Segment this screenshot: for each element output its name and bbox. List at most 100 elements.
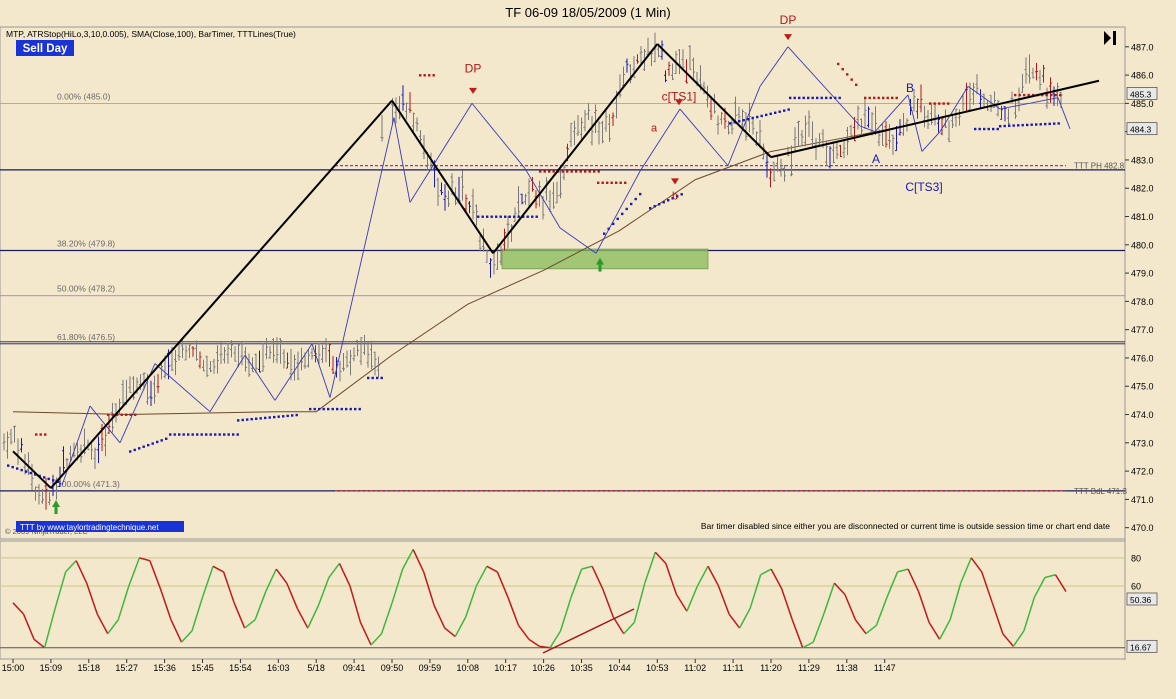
pattern-swing-line	[61, 405, 91, 486]
atr-stop-dot	[504, 215, 507, 218]
buy-arrow-icon	[52, 500, 60, 508]
pattern-swing-line	[595, 171, 641, 254]
atr-stop-dot	[182, 433, 185, 436]
oscillator-segment	[222, 571, 235, 604]
oscillator-segment	[233, 602, 246, 629]
zigzag-segment	[12, 450, 52, 489]
atr-stop-dot	[846, 73, 849, 76]
atr-stop-dot	[29, 471, 32, 475]
atr-stop-dot	[838, 96, 841, 100]
zigzag-segment	[770, 79, 1100, 159]
oscillator-segment	[380, 602, 393, 634]
oscillator-segment	[833, 582, 846, 595]
oscillator-segment	[581, 565, 593, 570]
play-pause-icon[interactable]	[1104, 31, 1116, 45]
oscillator-segment	[43, 608, 56, 648]
atr-stop-dot	[1053, 122, 1056, 125]
last-price-label-box	[1126, 87, 1158, 100]
chart-annotation: c[TS1]	[662, 90, 697, 104]
atr-stop-dot	[191, 433, 194, 436]
atr-stop-dot	[125, 413, 128, 416]
oscillator-segment	[623, 621, 635, 635]
pattern-swing-line	[244, 354, 276, 401]
oscillator-segment	[444, 627, 456, 638]
oscillator-segment	[886, 571, 899, 598]
oscillator-segment	[191, 596, 204, 632]
oscillator-segment	[539, 645, 551, 649]
atr-stop-dot	[1059, 93, 1062, 97]
oscillator-segment	[591, 565, 604, 590]
atr-stop-dot	[111, 413, 114, 416]
ttt-credit-badge[interactable]	[16, 521, 184, 532]
atr-stop-dot	[671, 197, 674, 200]
x-tick-label: 09:41	[343, 663, 366, 673]
atr-stop-dot	[561, 170, 564, 173]
atr-stop-dot	[680, 193, 683, 196]
pattern-swing-line	[393, 117, 411, 203]
oscillator-segment	[917, 591, 930, 623]
x-tick-label: 10:35	[570, 663, 593, 673]
oscillator-segment	[139, 557, 151, 562]
oscillator-segment	[633, 582, 646, 623]
oscillator-segment	[96, 613, 109, 635]
atr-stop-dot	[616, 217, 619, 221]
atr-stop-dot	[218, 433, 221, 436]
oscillator-segment	[707, 565, 720, 587]
atr-stop-dot	[947, 102, 950, 105]
atr-stop-dot	[593, 170, 596, 173]
atr-stop-dot	[653, 205, 656, 208]
oscillator-segment	[812, 613, 825, 643]
atr-stop-dot	[237, 419, 240, 422]
atr-stop-dot	[992, 127, 995, 131]
atr-stop-dot	[349, 407, 352, 411]
atr-stop-dot	[864, 96, 867, 100]
atr-stop-dot	[142, 445, 145, 448]
atr-stop-dot	[1041, 93, 1044, 97]
oscillator-segment	[254, 591, 267, 620]
atr-stop-dot	[39, 433, 42, 436]
ttt-credit-label[interactable]: TTT by www.taylortradingtechnique.net	[20, 523, 159, 532]
y-tick-label: 481.0	[1131, 212, 1154, 222]
atr-stop-dot	[612, 222, 615, 225]
atr-stop-dot	[1039, 123, 1042, 126]
osc-tick-label: 80	[1131, 553, 1141, 563]
oscillator-segment	[1002, 633, 1014, 647]
pattern-swing-line	[524, 168, 561, 229]
oscillator-segment	[802, 641, 814, 649]
zigzag-segment	[492, 43, 659, 254]
atr-stop-dot	[1030, 123, 1033, 126]
x-tick-label: 15:09	[40, 663, 63, 673]
atr-stop-dot	[834, 96, 837, 100]
oscillator-segment	[22, 613, 35, 640]
atr-stop-dot	[756, 115, 759, 119]
atr-stop-dot	[624, 181, 627, 184]
oscillator-segment	[981, 571, 993, 604]
atr-stop-dot	[667, 199, 670, 202]
oscillator-segment	[170, 619, 183, 643]
ttt-line-label: TTT PH 482.8	[1074, 162, 1125, 171]
chart-annotation: b	[672, 191, 678, 203]
oscillator-segment	[401, 549, 414, 570]
atr-stop-dot	[738, 120, 741, 123]
atr-stop-dot	[619, 181, 622, 184]
oscillator-segment	[33, 638, 46, 649]
oscillator-segment	[338, 563, 351, 587]
y-tick-label: 477.0	[1131, 325, 1154, 335]
pattern-swing-line	[787, 46, 861, 127]
marker-triangle-icon	[784, 34, 792, 41]
atr-stop-dot	[367, 376, 370, 380]
x-tick-label: 11:02	[684, 663, 706, 673]
atr-stop-dot	[47, 477, 50, 481]
x-tick-label: 10:26	[532, 663, 555, 673]
oscillator-segment	[696, 565, 709, 587]
oscillator-segment	[823, 582, 836, 615]
sell-day-badge	[16, 40, 74, 56]
oscillator-segment	[180, 630, 193, 643]
oscillator-segment	[1023, 596, 1036, 632]
ttt-line-label: TTT BdL 471.3	[1074, 487, 1127, 496]
atr-stop-dot	[579, 170, 582, 173]
atr-stop-dot	[223, 433, 226, 436]
oscillator-segment	[865, 624, 877, 635]
oscillator-segment	[654, 551, 667, 564]
